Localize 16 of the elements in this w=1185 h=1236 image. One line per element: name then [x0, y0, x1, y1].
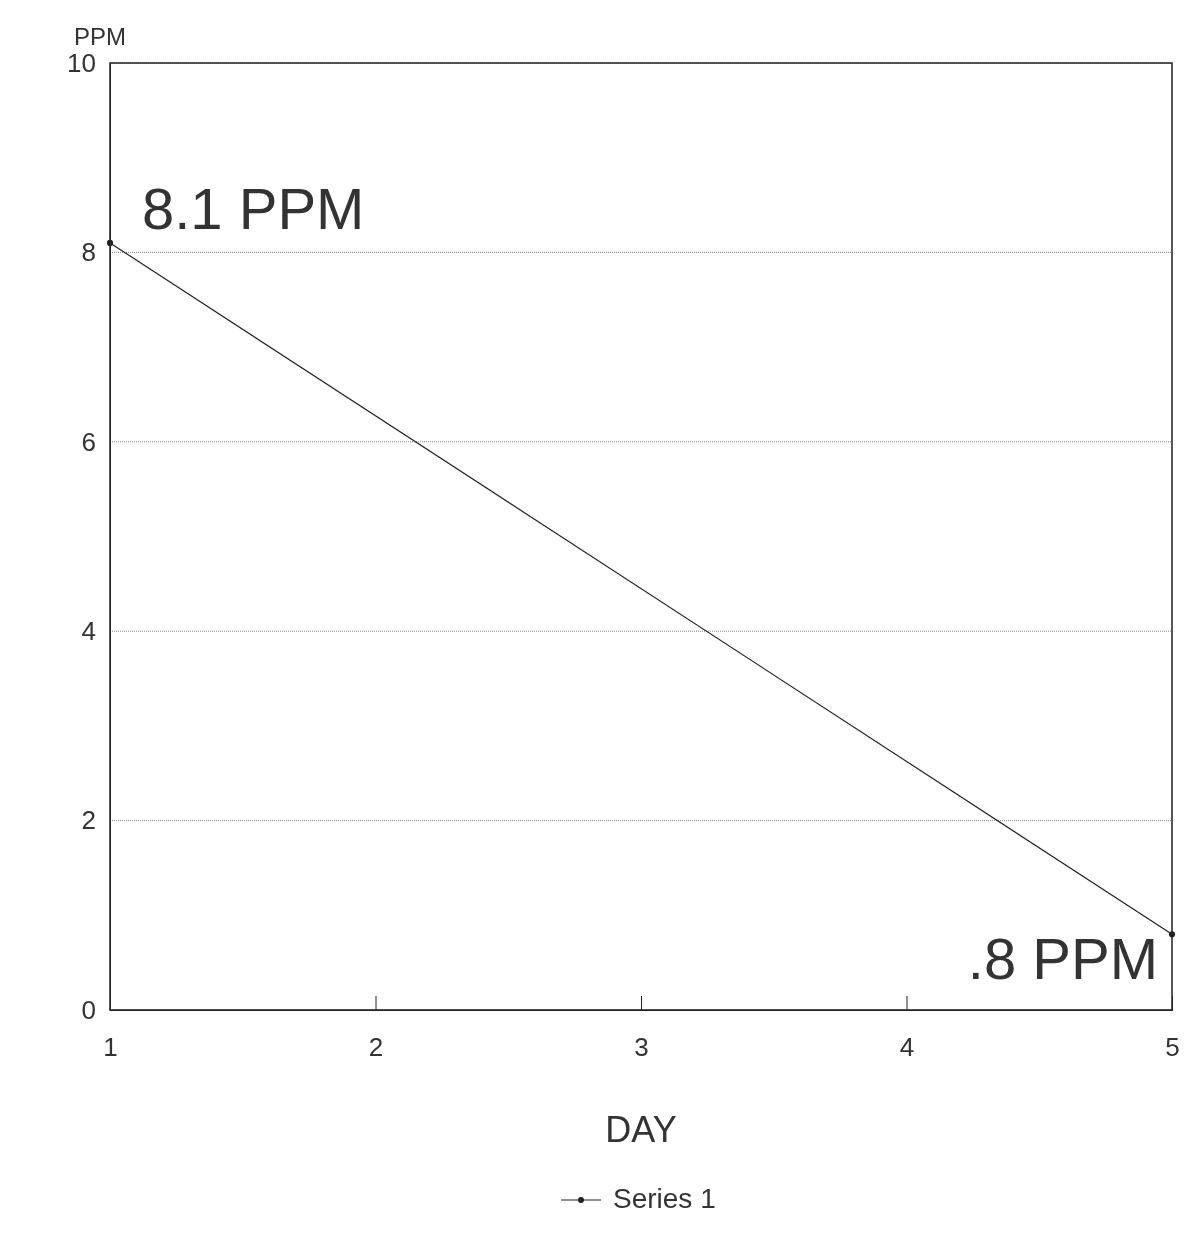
- y-tick-label: 6: [81, 426, 96, 457]
- x-axis-title: DAY: [605, 1109, 677, 1150]
- annotation: .8 PPM: [967, 926, 1158, 992]
- x-tick-label: 5: [1165, 1032, 1180, 1063]
- legend-label: Series 1: [613, 1183, 716, 1214]
- y-axis-title: PPM: [73, 23, 127, 50]
- x-tick-label: 4: [899, 1032, 915, 1063]
- x-tick-label: 2: [368, 1032, 384, 1063]
- y-tick-label: 0: [81, 994, 96, 1025]
- y-tick-label: 4: [81, 616, 96, 647]
- x-tick-label: 3: [634, 1032, 649, 1063]
- y-tick-label: 10: [67, 47, 96, 78]
- y-tick-label: 2: [81, 805, 96, 836]
- annotation: 8.1 PPM: [142, 175, 365, 241]
- x-tick-label: 1: [103, 1032, 118, 1063]
- y-tick-label: 8: [81, 237, 96, 268]
